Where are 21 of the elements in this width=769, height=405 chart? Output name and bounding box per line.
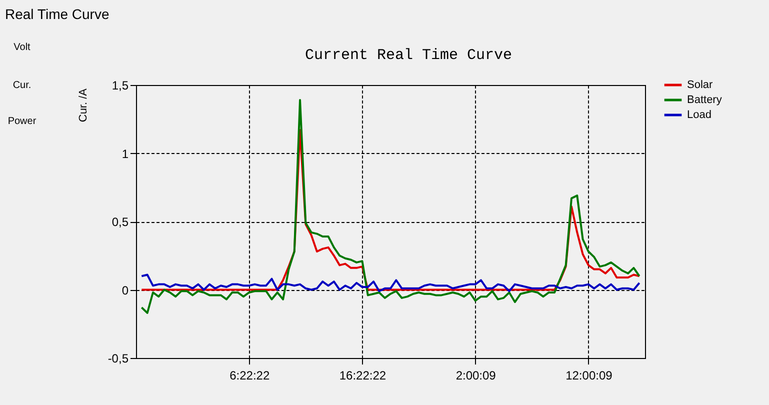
legend-label: Battery	[687, 94, 722, 106]
line-series	[140, 129, 640, 291]
line-series	[140, 99, 640, 314]
x-tick-label: 2:00:09	[456, 368, 496, 382]
y-tick-label: 1	[122, 146, 129, 161]
y-axis-title: Cur. /A	[78, 88, 90, 122]
text: Cur.	[12, 80, 32, 91]
y-tick-label: 1,5	[112, 78, 129, 92]
text: Volt	[14, 42, 31, 53]
y-tick-label: -0,5	[108, 352, 129, 366]
legend-label: Solar	[687, 79, 714, 91]
text: Power	[8, 116, 37, 127]
y-tick-label: 0	[122, 283, 129, 298]
legend-label: Load	[687, 109, 712, 121]
chart-title: Current Real Time Curve	[304, 47, 512, 64]
text: Real Time Curve	[5, 6, 110, 22]
y-tick-label: 0,5	[112, 215, 129, 229]
line-series	[140, 274, 640, 292]
x-tick-label: 16:22:22	[339, 368, 386, 382]
x-tick-label: 12:00:09	[566, 368, 613, 382]
x-tick-label: 6:22:22	[230, 368, 270, 382]
